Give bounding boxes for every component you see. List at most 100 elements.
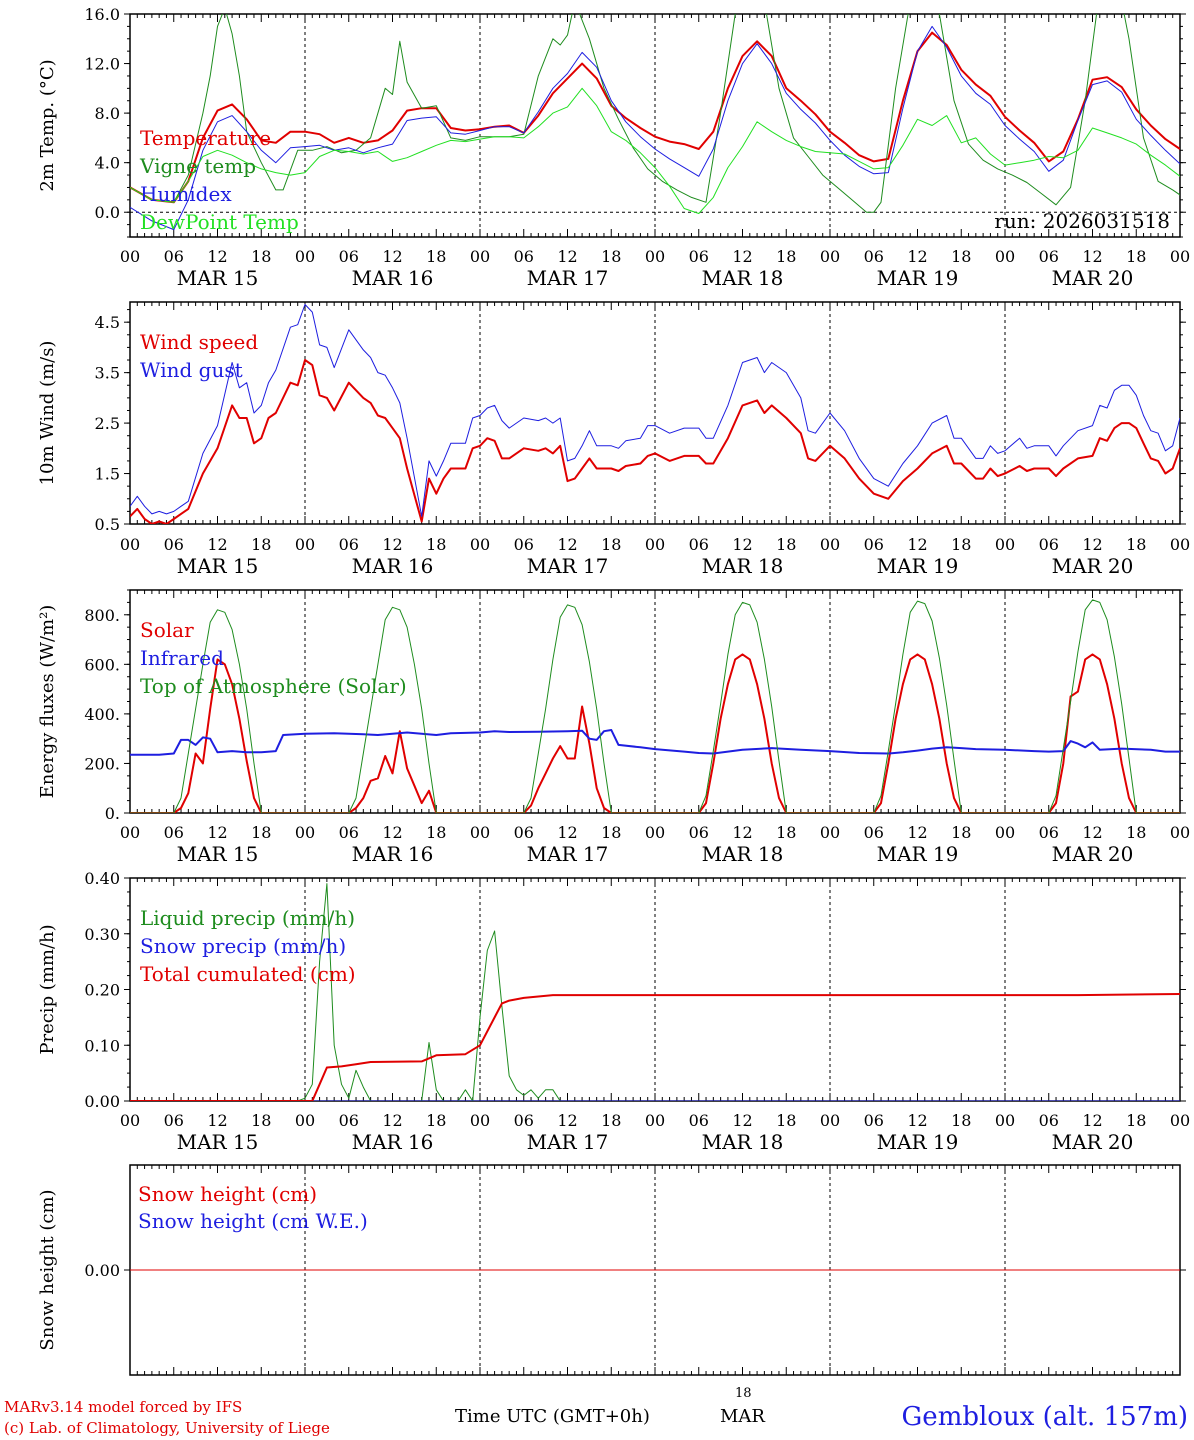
x-tick-label: 00: [470, 1111, 490, 1130]
day-label: MAR 20: [1052, 554, 1134, 578]
day-label: MAR 15: [177, 842, 259, 866]
x-tick-label: 00: [120, 247, 140, 266]
x-tick-label: 18: [951, 823, 971, 842]
x-tick-label: 00: [120, 823, 140, 842]
x-tick-label: 06: [514, 247, 534, 266]
y-tick-label: 0.0: [95, 203, 120, 222]
x-tick-label: 12: [1082, 823, 1102, 842]
x-tick-label: 18: [426, 1111, 446, 1130]
day-label: MAR 15: [177, 554, 259, 578]
legend-entry: Vigne temp: [139, 154, 256, 178]
series-line-humidex: [130, 25, 1180, 231]
x-tick-label: 00: [470, 535, 490, 554]
x-tick-label: 00: [295, 1111, 315, 1130]
x-tick-label: 18: [1126, 535, 1146, 554]
day-label: MAR 20: [1052, 842, 1134, 866]
y-tick-label: 0.20: [84, 981, 120, 1000]
x-tick-label: 12: [382, 247, 402, 266]
y-axis-label: 10m Wind (m/s): [37, 341, 58, 486]
x-tick-label: 18: [776, 247, 796, 266]
x-tick-label: 06: [1039, 535, 1059, 554]
x-tick-label: 06: [164, 535, 184, 554]
y-tick-label: 0.10: [84, 1036, 120, 1055]
legend-entry: Wind speed: [140, 330, 258, 354]
x-tick-label: 00: [470, 823, 490, 842]
legend-entry: Snow height (cm): [138, 1182, 317, 1206]
x-tick-label: 12: [732, 1111, 752, 1130]
x-tick-label: 12: [382, 1111, 402, 1130]
x-tick-label: 18: [776, 823, 796, 842]
x-tick-label: 12: [382, 823, 402, 842]
x-tick-label: 00: [120, 535, 140, 554]
legend-entry: Top of Atmosphere (Solar): [140, 674, 407, 698]
x-tick-label: 00: [820, 247, 840, 266]
x-tick-label: 00: [995, 247, 1015, 266]
day-label: MAR 20: [1052, 266, 1134, 290]
x-tick-label: 18: [1126, 823, 1146, 842]
x-tick-label: 18: [601, 1111, 621, 1130]
y-tick-label: 4.0: [95, 154, 120, 173]
day-label: MAR 19: [877, 554, 959, 578]
chart-panel-1: 16.0 12.0 8.0 4.0 0.0 2m Temp. (°C) 00 06 12 18 00…: [37, 5, 1190, 290]
y-tick-label: 200.: [84, 754, 120, 773]
x-tick-label: 00: [295, 247, 315, 266]
legend-entry: Total cumulated (cm): [140, 962, 356, 986]
x-tick-label: 12: [1082, 535, 1102, 554]
x-tick-label: 00: [295, 535, 315, 554]
plot-frame: [129, 589, 1181, 814]
x-tick-label: 18: [426, 823, 446, 842]
x-tick-label: 18: [776, 1111, 796, 1130]
day-label: MAR 18: [702, 842, 784, 866]
x-tick-label: 18: [251, 535, 271, 554]
chart-panel-5: 0.00 Snow height (cm) Snow height (cm) Snow…: [37, 1164, 1186, 1376]
x-tick-label: 12: [557, 535, 577, 554]
x-tick-label: 00: [1170, 823, 1190, 842]
x-tick-label: 00: [645, 247, 665, 266]
x-tick-label: 12: [907, 1111, 927, 1130]
x-tick-label: 00: [470, 247, 490, 266]
x-tick-label: 00: [120, 1111, 140, 1130]
legend-entry: Snow height (cm W.E.): [138, 1209, 368, 1233]
x-tick-label: 18: [776, 535, 796, 554]
legend-entry: DewPoint Temp: [140, 210, 299, 234]
x-tick-label: 06: [689, 823, 709, 842]
day-label: MAR 17: [527, 842, 609, 866]
series-line-vigne-temp: [130, 14, 1180, 213]
day-label: MAR 16: [352, 266, 434, 290]
y-tick-label: 800.: [84, 606, 120, 625]
x-tick-label: 18: [601, 823, 621, 842]
x-tick-label: 06: [514, 1111, 534, 1130]
x-tick-label: 18: [426, 247, 446, 266]
y-tick-label: 2.5: [95, 414, 120, 433]
x-tick-label: 12: [382, 535, 402, 554]
center-month-label: MAR: [720, 1406, 765, 1427]
x-tick-label: 18: [951, 535, 971, 554]
legend-entry: Wind gust: [140, 358, 243, 382]
x-tick-label: 06: [864, 823, 884, 842]
day-label: MAR 18: [702, 554, 784, 578]
x-tick-label: 12: [732, 535, 752, 554]
x-tick-label: 00: [995, 1111, 1015, 1130]
x-tick-label: 00: [1170, 247, 1190, 266]
x-tick-label: 00: [820, 823, 840, 842]
y-tick-label: 0.00: [84, 1261, 120, 1280]
chart-panel-3: 800. 600. 400. 200. 0. Energy fluxes (W/m²) 00…: [37, 589, 1190, 866]
x-tick-label: 00: [995, 823, 1015, 842]
x-tick-label: 06: [339, 535, 359, 554]
lab-credit: (c) Lab. of Climatology, University of L…: [4, 1419, 330, 1437]
y-tick-label: 16.0: [84, 5, 120, 24]
x-tick-label: 00: [820, 1111, 840, 1130]
x-tick-label: 12: [907, 535, 927, 554]
x-tick-label: 00: [645, 1111, 665, 1130]
x-tick-label: 18: [601, 247, 621, 266]
x-tick-label: 12: [557, 823, 577, 842]
day-label: MAR 18: [702, 1130, 784, 1154]
x-tick-label: 06: [339, 823, 359, 842]
x-tick-label: 18: [951, 1111, 971, 1130]
y-tick-label: 400.: [84, 705, 120, 724]
x-tick-label: 12: [1082, 1111, 1102, 1130]
x-tick-label: 12: [207, 823, 227, 842]
y-axis-label: Precip (mm/h): [37, 924, 58, 1054]
x-tick-label: 00: [645, 823, 665, 842]
x-tick-label: 06: [689, 535, 709, 554]
